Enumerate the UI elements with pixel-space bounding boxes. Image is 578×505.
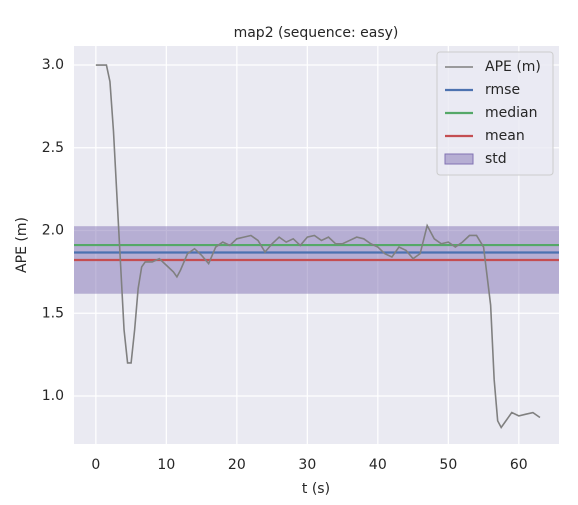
y-axis-label: APE (m) <box>14 217 30 273</box>
x-tick-label: 30 <box>298 457 316 473</box>
x-tick-label: 60 <box>510 457 528 473</box>
legend-label: APE (m) <box>485 59 541 75</box>
x-tick-label: 0 <box>91 457 100 473</box>
x-tick-label: 20 <box>228 457 246 473</box>
y-tick-label: 3.0 <box>42 57 64 73</box>
legend-swatch <box>444 153 474 165</box>
y-tick-label: 1.0 <box>42 388 64 404</box>
y-tick-label: 2.5 <box>42 140 64 156</box>
y-tick-label: 2.0 <box>42 223 64 239</box>
legend-label: median <box>485 105 537 121</box>
legend-label: mean <box>485 128 525 144</box>
legend-label: rmse <box>485 82 520 98</box>
data-line <box>95 64 541 429</box>
x-tick-label: 10 <box>157 457 175 473</box>
legend-box <box>436 51 554 176</box>
chart-title: map2 (sequence: easy) <box>234 25 399 41</box>
y-tick-label: 1.5 <box>42 305 64 321</box>
x-tick-label: 40 <box>369 457 387 473</box>
x-tick-label: 50 <box>439 457 457 473</box>
x-axis-label: t (s) <box>302 481 330 497</box>
legend-label: std <box>485 151 507 167</box>
